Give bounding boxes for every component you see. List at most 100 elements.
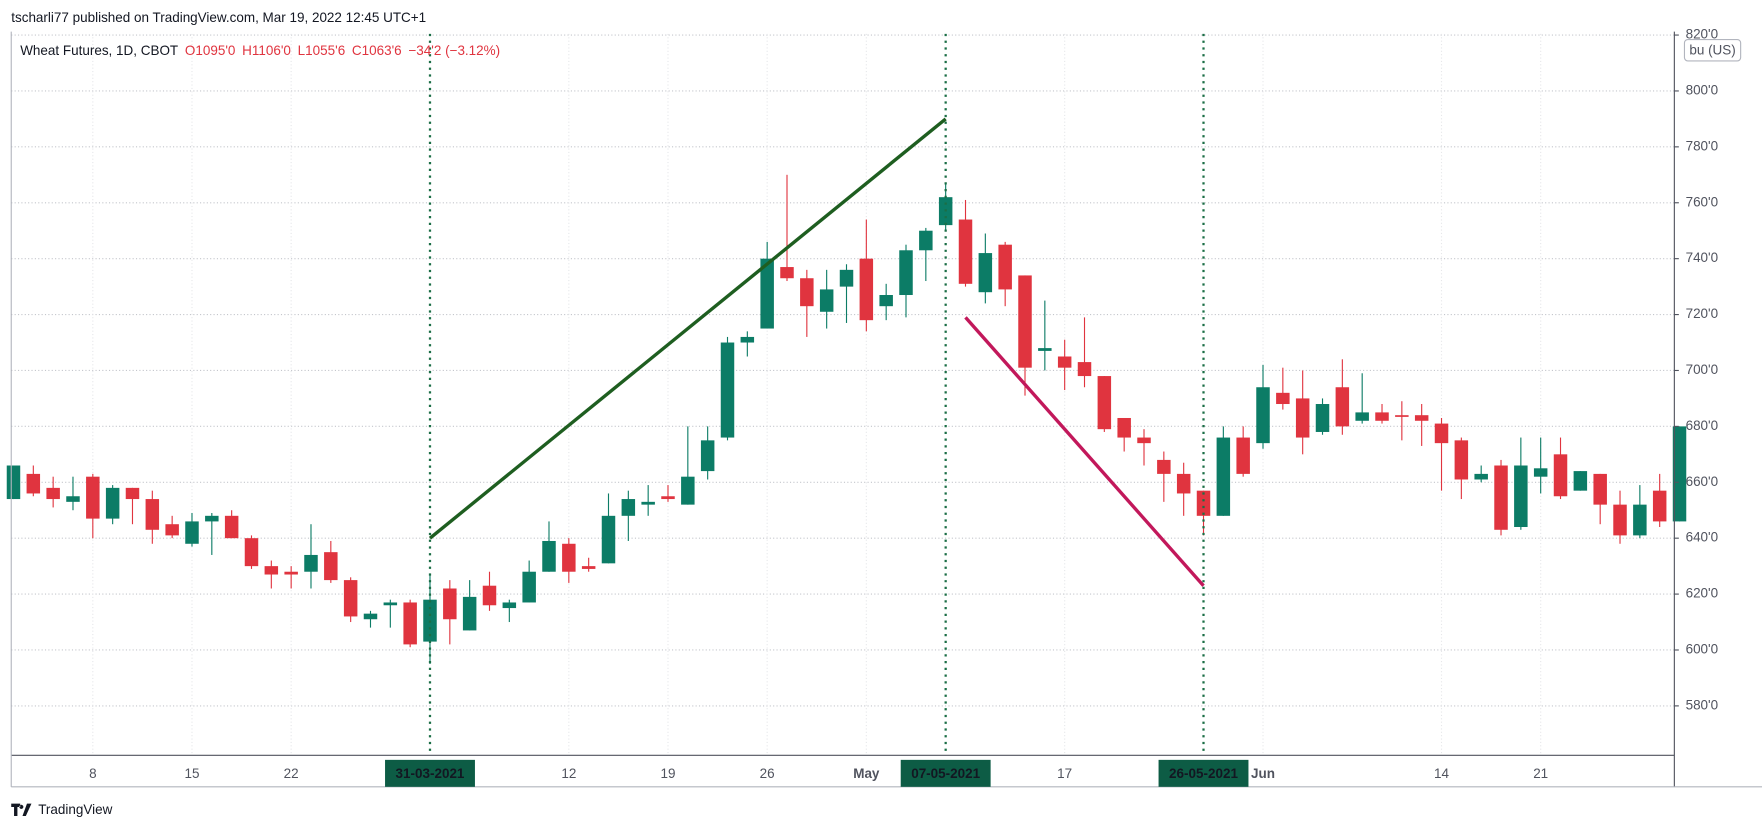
candle-body <box>562 543 576 572</box>
candle <box>859 219 874 332</box>
candle <box>1414 404 1429 446</box>
candle-body <box>383 602 398 606</box>
candle <box>125 487 140 525</box>
candle-body <box>304 554 318 572</box>
candle-body <box>244 538 259 567</box>
candle <box>1652 473 1667 528</box>
date-marker-box <box>900 759 991 787</box>
candle <box>1355 373 1369 424</box>
candle-body <box>1573 471 1588 491</box>
unit-box[interactable] <box>1683 38 1742 62</box>
candle-body <box>1414 415 1429 421</box>
candle-body <box>324 552 338 581</box>
y-tick-label: 740'0 <box>1686 250 1719 265</box>
candle-body <box>1613 504 1627 536</box>
y-tick-label: 660'0 <box>1686 474 1719 489</box>
y-tick-label: 800'0 <box>1686 83 1719 98</box>
candle <box>363 610 378 628</box>
candle-body <box>1652 490 1667 522</box>
y-tick-label: 620'0 <box>1686 586 1719 601</box>
candle-body <box>581 566 596 569</box>
candle-body <box>1216 437 1231 516</box>
candle <box>1553 437 1568 500</box>
unit-label[interactable]: bu (US) <box>1689 42 1735 57</box>
candle <box>1633 485 1647 539</box>
candle-body <box>6 465 21 500</box>
candle <box>1315 398 1330 435</box>
candle <box>46 476 60 508</box>
candle <box>1038 300 1052 371</box>
candle-body <box>1474 473 1488 480</box>
candle-body <box>1077 362 1092 377</box>
x-tick-label: 15 <box>184 766 199 781</box>
candle <box>1097 376 1112 432</box>
x-tick-label: 21 <box>1533 766 1548 781</box>
candle-body <box>1335 387 1350 427</box>
candle-body <box>165 524 179 536</box>
candle <box>720 336 735 441</box>
brand-name: TradingView <box>38 802 112 817</box>
candle <box>839 264 854 323</box>
trend-line <box>428 117 947 540</box>
candle <box>1157 451 1171 502</box>
candle-body <box>879 295 893 307</box>
candle-body <box>1097 376 1112 430</box>
candle <box>443 580 457 645</box>
candle <box>165 515 179 539</box>
candle-body <box>661 496 675 500</box>
candle-body <box>641 501 655 505</box>
plot-area <box>6 33 1687 756</box>
candle-body <box>224 515 239 539</box>
candle <box>1573 471 1588 491</box>
x-tick-label: 22 <box>284 766 299 781</box>
candle <box>780 174 794 282</box>
date-marker-label: 07-05-2021 <box>911 766 980 781</box>
candle <box>542 521 556 572</box>
candle-body <box>1236 437 1250 474</box>
date-marker-label: 26-05-2021 <box>1169 766 1238 781</box>
candle <box>1176 462 1191 516</box>
candle-body <box>1375 412 1389 421</box>
candle-body <box>1434 423 1449 444</box>
candle-body <box>105 487 120 519</box>
candle <box>105 485 120 525</box>
legend-open: O1095'0 <box>185 42 236 57</box>
candle <box>383 599 398 628</box>
candle <box>681 426 695 505</box>
candle-body <box>205 515 219 522</box>
candle <box>819 269 834 329</box>
candle-body <box>958 219 973 284</box>
candle-body <box>1276 392 1290 405</box>
candle <box>502 599 517 623</box>
legend-high: H1106'0 <box>242 42 291 57</box>
candle-body <box>1117 417 1131 438</box>
candle-body <box>978 253 993 293</box>
candle <box>1077 317 1092 388</box>
y-tick-label: 720'0 <box>1686 306 1719 321</box>
candle <box>760 241 774 329</box>
x-tick-label: 12 <box>561 766 576 781</box>
candle-body <box>819 289 834 312</box>
x-tick-label: 19 <box>661 766 676 781</box>
candle <box>1216 426 1231 516</box>
candle-body <box>681 476 695 505</box>
legend-close: C1063'6 <box>352 42 402 57</box>
candle <box>562 538 576 583</box>
candle <box>244 535 259 569</box>
trend-line <box>964 316 1205 587</box>
candle <box>284 566 298 589</box>
candle <box>403 599 417 648</box>
candle-body <box>740 336 755 343</box>
candle <box>1137 429 1151 466</box>
candle-body <box>919 230 933 251</box>
candle <box>700 426 715 480</box>
candle <box>998 241 1012 307</box>
brand-logo <box>11 803 32 817</box>
candle <box>264 560 279 589</box>
candle <box>1672 426 1687 522</box>
date-marker-box <box>385 759 475 787</box>
candle-body <box>125 487 140 500</box>
candle-body <box>264 566 279 575</box>
